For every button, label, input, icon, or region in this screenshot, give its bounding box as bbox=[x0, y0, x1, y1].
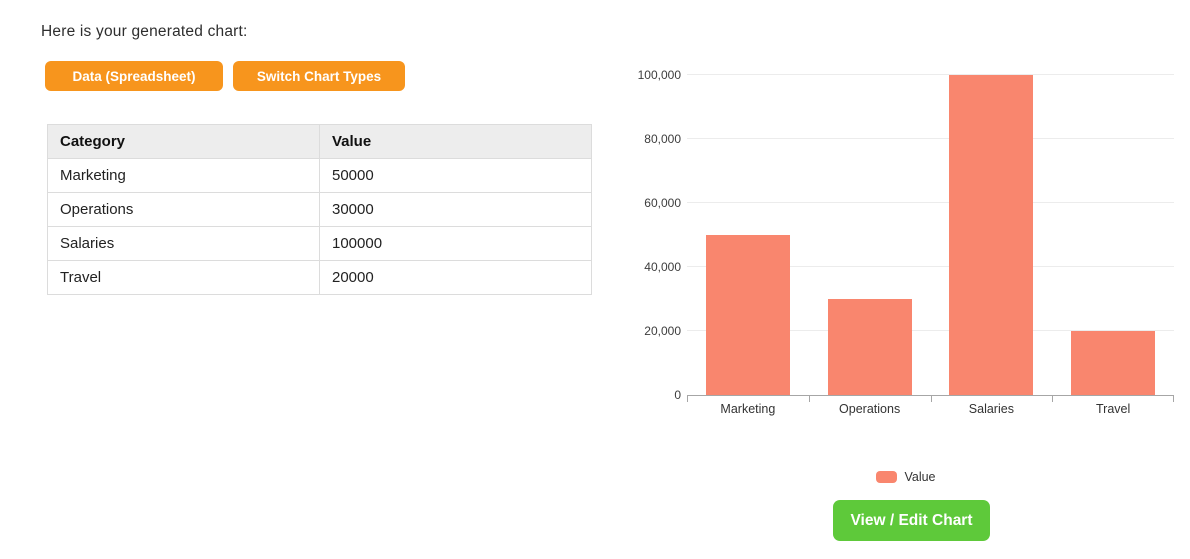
legend-item-value: Value bbox=[876, 470, 936, 484]
chart-legend: Value bbox=[632, 470, 1180, 484]
table-row: Operations 30000 bbox=[47, 192, 592, 227]
data-spreadsheet-button[interactable]: Data (Spreadsheet) bbox=[45, 61, 223, 91]
x-axis-label: Salaries bbox=[968, 402, 1014, 416]
x-axis-label: Operations bbox=[839, 402, 901, 416]
y-axis-label: 100,000 bbox=[637, 68, 681, 82]
table-cell: 30000 bbox=[319, 192, 592, 227]
table-cell: 20000 bbox=[319, 260, 592, 295]
table-cell: Marketing bbox=[47, 158, 320, 193]
table-cell: 50000 bbox=[319, 158, 592, 193]
table-row: Marketing 50000 bbox=[47, 158, 592, 193]
gridline bbox=[687, 74, 1174, 75]
bar-marketing bbox=[705, 235, 790, 395]
table-header-row: Category Value bbox=[47, 124, 592, 159]
y-axis: 0 20,000 40,000 60,000 80,000 100,000 bbox=[632, 69, 681, 401]
gridline bbox=[687, 330, 1174, 331]
y-axis-label: 60,000 bbox=[644, 196, 681, 210]
x-axis-tick bbox=[687, 395, 688, 402]
view-edit-chart-button[interactable]: View / Edit Chart bbox=[833, 500, 990, 541]
column-header: Category bbox=[47, 124, 320, 159]
gridline bbox=[687, 138, 1174, 139]
bar-chart: 0 20,000 40,000 60,000 80,000 100,000 Marketi… bbox=[632, 60, 1180, 420]
table-cell: 100000 bbox=[319, 226, 592, 261]
table-body: Marketing 50000 Operations 30000 Salaries 100… bbox=[47, 158, 592, 295]
y-axis-label: 40,000 bbox=[644, 260, 681, 274]
y-axis-label: 0 bbox=[674, 388, 681, 402]
gridline bbox=[687, 202, 1174, 203]
bar-operations bbox=[827, 299, 912, 395]
table-cell: Travel bbox=[47, 260, 320, 295]
column-header: Value bbox=[319, 124, 592, 159]
bar-travel bbox=[1071, 331, 1156, 395]
x-axis-tick bbox=[808, 395, 810, 402]
switch-chart-types-button[interactable]: Switch Chart Types bbox=[233, 61, 405, 91]
x-axis-label: Marketing bbox=[720, 402, 776, 416]
table-row: Travel 20000 bbox=[47, 260, 592, 295]
y-axis-label: 80,000 bbox=[644, 132, 681, 146]
data-table: Category Value Marketing 50000 Operations 30… bbox=[47, 124, 592, 295]
y-axis-label: 20,000 bbox=[644, 324, 681, 338]
intro-text: Here is your generated chart: bbox=[41, 23, 248, 40]
table-row: Salaries 100000 bbox=[47, 226, 592, 261]
x-axis-tick bbox=[1052, 395, 1054, 402]
legend-label: Value bbox=[904, 470, 936, 484]
plot-area bbox=[687, 74, 1174, 402]
x-axis-tick bbox=[930, 395, 932, 402]
gridline bbox=[687, 266, 1174, 267]
table-cell: Operations bbox=[47, 192, 320, 227]
legend-swatch-icon bbox=[876, 471, 898, 483]
x-axis-label: Travel bbox=[1095, 402, 1131, 416]
x-axis: Marketing Operations Salaries Travel bbox=[687, 402, 1174, 418]
x-axis-tick bbox=[1173, 395, 1174, 402]
table-cell: Salaries bbox=[47, 226, 320, 261]
bar-salaries bbox=[949, 75, 1034, 395]
